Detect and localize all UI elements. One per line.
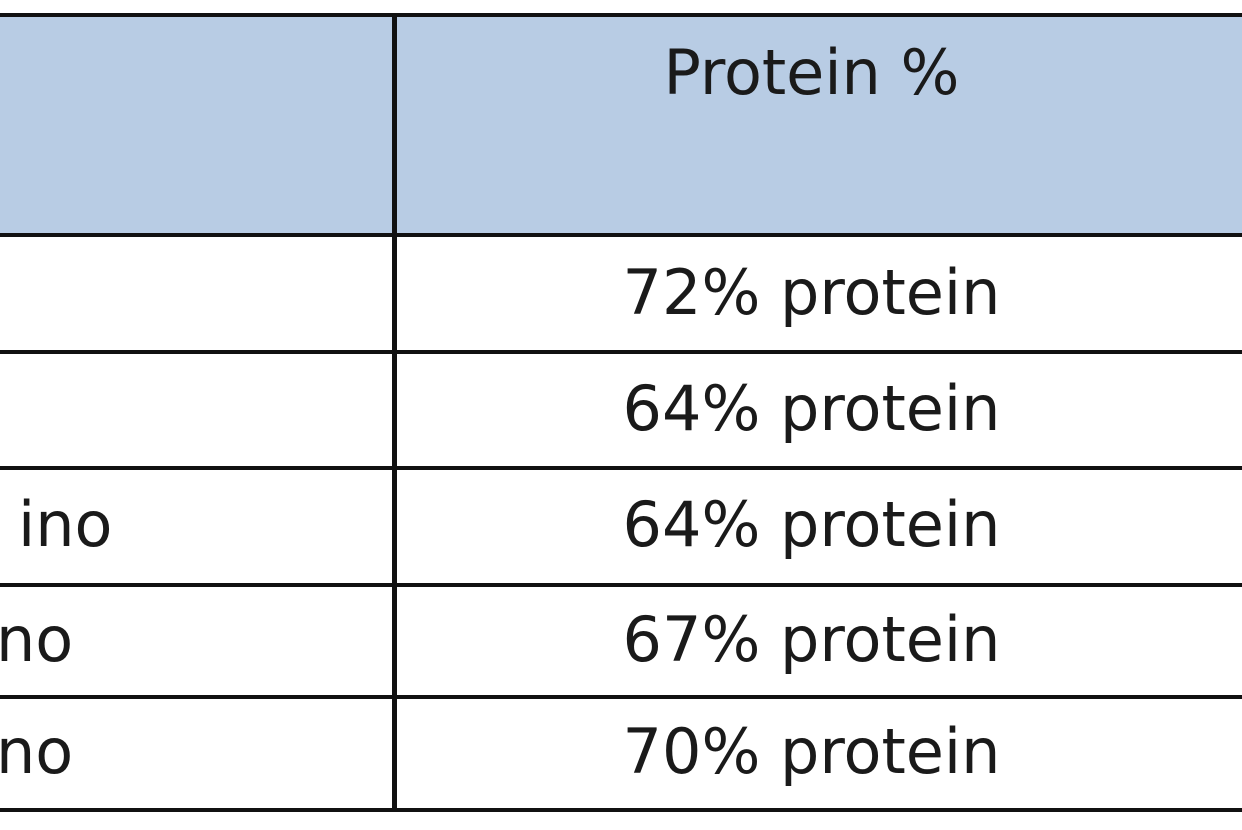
column-border [392,13,397,812]
row-border [0,350,1242,354]
protein-cell: 64% protein [622,372,1001,445]
protein-cell: 72% protein [622,256,1001,329]
column-header: Protein % [663,36,960,109]
row-border [0,695,1242,699]
protein-cell: 67% protein [622,603,1001,676]
header-background [0,17,1242,235]
name-cell: no [0,603,74,676]
table-border [0,808,1242,812]
name-cell: no [0,715,74,788]
protein-cell: 64% protein [622,488,1001,561]
row-border [0,583,1242,587]
protein-cell: 70% protein [622,715,1001,788]
name-cell: ino [18,488,113,561]
row-border [0,233,1242,237]
table-border [0,13,1242,17]
row-border [0,466,1242,470]
